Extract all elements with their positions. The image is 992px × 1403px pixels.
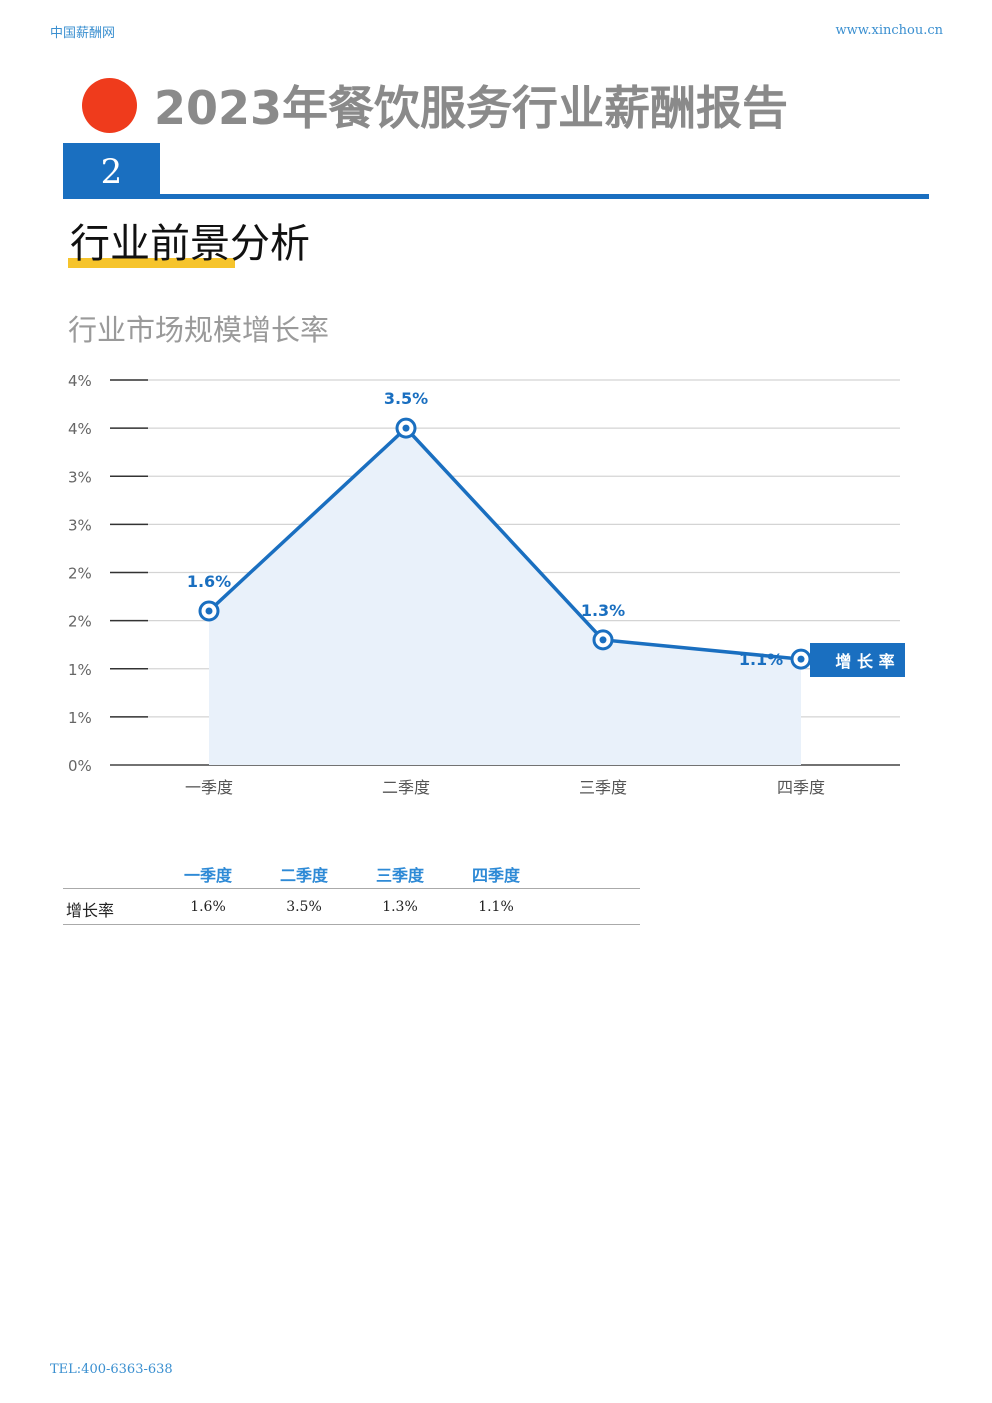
table-row: 增长率 1.6% 3.5% 1.3% 1.1% [63, 889, 640, 925]
data-point-center [402, 424, 410, 432]
site-name: 中国薪酬网 [50, 26, 116, 41]
section-heading: 行业前景分析 [70, 221, 310, 267]
y-tick-label: 3% [68, 516, 92, 534]
table-col-header: 一季度 [183, 866, 232, 885]
chart-title: 行业市场规模增长率 [68, 313, 330, 347]
heading-underline [68, 258, 235, 268]
data-point-center [599, 636, 607, 644]
table-col-header: 四季度 [471, 866, 520, 885]
y-tick-label: 1% [68, 661, 92, 679]
y-tick-label: 4% [68, 420, 92, 438]
data-point-center [205, 607, 213, 615]
x-tick-label: 一季度 [185, 778, 233, 797]
data-label: 1.1% [739, 650, 783, 669]
table-cell: 1.1% [478, 899, 514, 915]
x-axis-ticks: 一季度 二季度 三季度 四季度 [185, 778, 825, 797]
series-line [207, 425, 802, 661]
table-row-label: 增长率 [66, 901, 115, 920]
site-url[interactable]: www.xinchou.cn [835, 23, 943, 38]
y-tick-label: 2% [68, 565, 92, 583]
legend-label: 增 长 率 [835, 652, 894, 671]
data-label: 1.3% [581, 601, 625, 620]
table-col-header: 二季度 [279, 866, 328, 885]
y-tick-label: 2% [68, 613, 92, 631]
y-axis-ticks: 0% 1% 1% 2% 2% 3% 3% 4% 4% [68, 372, 92, 775]
table-cell: 1.3% [382, 899, 418, 915]
y-tick-label: 1% [68, 709, 92, 727]
series-points: 1.6% 3.5% 1.3% 1.1% [187, 389, 812, 670]
table-cell: 1.6% [190, 899, 226, 915]
legend: 增 长 率 [810, 643, 905, 677]
table-col-header: 三季度 [375, 866, 424, 885]
section-divider [63, 194, 929, 199]
table-header: 一季度 二季度 三季度 四季度 [63, 856, 640, 889]
y-tick-label: 4% [68, 372, 92, 390]
footer-tel: TEL:400-6363-638 [50, 1362, 173, 1377]
data-label: 3.5% [384, 389, 428, 408]
section-number: 2 [100, 152, 123, 192]
data-table: 一季度 二季度 三季度 四季度 增长率 1.6% 3.5% 1.3% 1.1% [63, 856, 640, 925]
x-tick-label: 四季度 [777, 778, 825, 797]
table-cell: 3.5% [286, 899, 322, 915]
legend-box [810, 643, 905, 677]
x-tick-label: 三季度 [579, 778, 627, 797]
series-area [209, 428, 801, 765]
title-bullet-dot [82, 78, 137, 133]
y-tick-label: 0% [68, 757, 92, 775]
report-title: 2023年餐饮服务行业薪酬报告 [154, 81, 789, 135]
data-label: 1.6% [187, 572, 231, 591]
section-number-box [63, 143, 160, 196]
data-point-center [797, 655, 805, 663]
y-tick-label: 3% [68, 468, 92, 486]
x-tick-label: 二季度 [382, 778, 430, 797]
growth-rate-chart: 0% 1% 1% 2% 2% 3% 3% 4% 4% 1.6% 3.5% 1.3% 1.1% 一季度 二… [68, 372, 905, 797]
